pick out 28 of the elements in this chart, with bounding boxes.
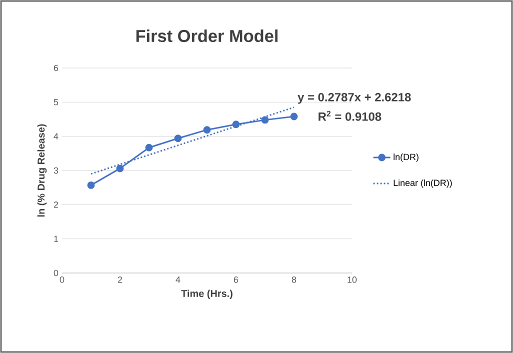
point	[290, 112, 298, 120]
x-axis-title: Time (Hrs.)	[181, 290, 232, 299]
point	[145, 144, 153, 152]
x-tick-label: 8	[292, 276, 296, 283]
x-tick-label: 0	[60, 276, 64, 283]
y-tick-label: 0	[54, 270, 58, 276]
chart-title: First Order Model	[136, 29, 278, 42]
legend-label: ln(DR)	[394, 154, 418, 162]
point	[87, 181, 95, 189]
y-tick-label: 5	[54, 99, 58, 106]
point	[116, 164, 124, 172]
point	[232, 120, 240, 128]
x-tick-label: 6	[234, 276, 238, 283]
point	[261, 116, 269, 124]
point	[174, 134, 182, 142]
point	[203, 126, 211, 134]
x-tick-label: 4	[176, 276, 180, 283]
y-axis-title: ln (% Drug Release)	[37, 124, 47, 217]
y-tick-label: 6	[54, 64, 58, 72]
x-tick-label: 10	[348, 276, 357, 283]
y-tick-label: 2	[54, 202, 58, 208]
annotation: y = 0.2787x + 2.6218	[298, 92, 411, 104]
y-tick-label: 4	[54, 133, 58, 140]
y-tick-label: 1	[54, 236, 58, 242]
legend-label: Linear (ln(DR))	[394, 179, 452, 188]
y-tick-label: 3	[54, 167, 58, 174]
x-tick-label: 2	[118, 276, 122, 283]
annotation: R$^{2}$ = 0.9108	[318, 110, 382, 121]
